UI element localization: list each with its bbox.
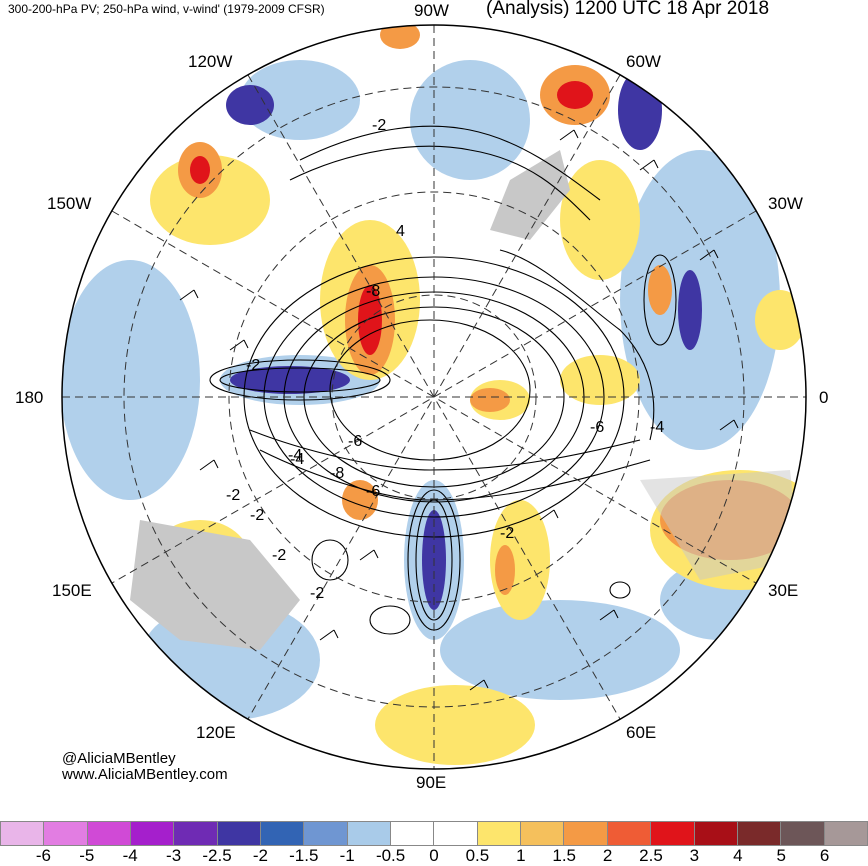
lon-label-lower-left: 150E — [52, 581, 92, 600]
lon-label-top: 90W — [414, 1, 449, 20]
contour-label: -2 — [272, 547, 286, 564]
lon-label-left: 180 — [15, 388, 44, 407]
contour-label: -2 — [372, 117, 386, 134]
lon-label-bottom: 90E — [416, 773, 447, 792]
colorbar-tick-label: -2 — [252, 846, 268, 865]
lon-label-top-left: 120W — [188, 52, 233, 71]
colorbar-swatch — [43, 821, 88, 846]
lon-label-lower-right: 30E — [768, 581, 799, 600]
colorbar-tick-label: -0.5 — [375, 846, 406, 865]
credit-website: www.AliciaMBentley.com — [62, 766, 228, 783]
colorbar-tick-label: -1.5 — [289, 846, 319, 865]
colorbar-tick-label: 4 — [733, 846, 743, 865]
colorbar-swatch — [693, 821, 738, 846]
colorbar-tick-label: -4 — [122, 846, 138, 865]
wind-barbs — [179, 129, 739, 691]
contour-label: -2 — [310, 585, 324, 602]
contour-label: -6 — [590, 419, 604, 436]
colorbar-tick-label: -1 — [339, 846, 355, 865]
contour-label: -8 — [330, 465, 344, 482]
contour-label: -2 — [226, 487, 240, 504]
contour-label-layer: -2 4 -8 -2 -4 -6 -4 -2 -8 -6 -2 -2 -2 -6… — [226, 117, 664, 602]
lon-label-right: 0 — [819, 388, 829, 407]
colorbar-tick-label: 3 — [689, 846, 700, 865]
colorbar-tick-label: 1 — [516, 846, 526, 865]
colorbar-swatch — [563, 821, 608, 846]
colorbar-swatch — [520, 821, 565, 846]
colorbar-tick-label: -3 — [166, 846, 182, 865]
contour-label: -4 — [290, 451, 304, 468]
colorbar-swatch — [606, 821, 652, 846]
colorbar-tick-label: -2.5 — [202, 846, 232, 865]
colorbar-tick-label: 0 — [429, 846, 439, 865]
colorbar-swatch — [346, 821, 392, 846]
contour-label: -6 — [348, 433, 362, 450]
colorbar-swatch — [390, 821, 435, 846]
colorbar-tick-label: -5 — [79, 846, 95, 865]
colorbar-labels: -6 -5 -4 -3 -2.5 -2 -1.5 -1 -0.5 0 0.5 1 1.5 2 2.5 3 4 5 6 — [0, 846, 868, 865]
contour-label: -2 — [246, 357, 260, 374]
contour-label: -2 — [250, 507, 264, 524]
colorbar-swatch — [823, 821, 868, 846]
lon-label-bottom-left: 120E — [196, 723, 236, 742]
lon-label-upper-right: 30W — [768, 194, 803, 213]
contour-label: -6 — [366, 483, 380, 500]
colorbar-swatch — [173, 821, 218, 846]
colorbar-swatch — [736, 821, 782, 846]
contour-label: 4 — [396, 223, 405, 240]
colorbar-tick-label: 2.5 — [639, 846, 663, 865]
contour-label: -8 — [366, 283, 380, 300]
colorbar-tick-label: 2 — [602, 846, 613, 865]
lon-label-upper-left: 150W — [47, 194, 92, 213]
colorbar-swatch — [780, 821, 825, 846]
lon-label-bottom-right: 60E — [626, 723, 657, 742]
land-gray-fill — [130, 150, 800, 650]
colorbar-swatch — [130, 821, 175, 846]
lon-label-top-right: 60W — [626, 52, 661, 71]
contour-label: -4 — [650, 419, 664, 436]
colorbar-swatch — [0, 821, 45, 846]
colorbar-swatch — [216, 821, 262, 846]
product-title: 300-200-hPa PV; 250-hPa wind, v-wind' (1… — [8, 2, 325, 16]
colorbar-tick-label: -6 — [35, 846, 51, 865]
colorbar-swatch — [303, 821, 348, 846]
colorbar-tick-label: 0.5 — [465, 846, 490, 865]
colorbar-swatch — [650, 821, 695, 846]
colorbar-tick-label: 6 — [819, 846, 830, 865]
valid-time-title: (Analysis) 1200 UTC 18 Apr 2018 — [486, 0, 770, 19]
colorbar-swatch — [476, 821, 522, 846]
colorbar-swatch — [260, 821, 305, 846]
colorbar-tick-label: 1.5 — [552, 846, 577, 865]
contour-label: -2 — [500, 525, 514, 542]
contour-label: -4 — [288, 447, 302, 464]
credit-handle: @AliciaMBentley — [62, 750, 176, 767]
map-fill-layer — [62, 25, 806, 769]
colorbar-tick-label: 5 — [776, 846, 786, 865]
colorbar-swatch — [433, 821, 478, 846]
colorbar-swatch — [86, 821, 132, 846]
graticule — [62, 25, 806, 769]
map-boundary — [61, 24, 807, 770]
colorbar — [0, 821, 868, 846]
